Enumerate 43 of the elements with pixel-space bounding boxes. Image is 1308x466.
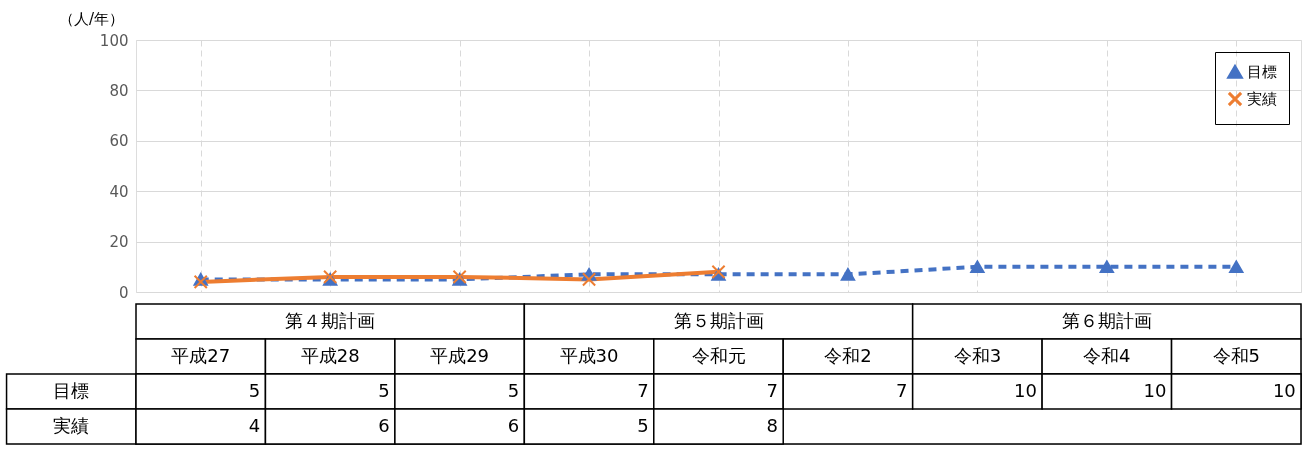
data-label: 5 (378, 379, 390, 401)
text: 目標 (53, 379, 90, 401)
text: 第４期計画 (285, 309, 376, 331)
text: 第６期計画 (1061, 309, 1152, 331)
x-tick-label: 令和5 (1212, 344, 1260, 366)
x-tick-label: 平成29 (430, 344, 490, 366)
data-label: 7 (766, 379, 779, 401)
x-tick-label: 平成27 (171, 344, 231, 366)
y-tick-label: 40 (109, 182, 129, 201)
y-tick-label: 80 (109, 81, 129, 100)
y-tick-label: 60 (109, 132, 129, 151)
y-tick-label: 0 (118, 283, 129, 302)
y-tick-label: 100 (99, 31, 129, 50)
x-tick-label: 令和4 (1083, 344, 1131, 366)
point (581, 272, 597, 287)
text: 実績 (53, 414, 90, 436)
point (970, 260, 985, 274)
point (1099, 260, 1114, 274)
x-tick-label: 平成28 (300, 344, 360, 366)
data-label: 6 (378, 414, 390, 436)
data-label: 5 (507, 379, 520, 401)
x-tick-label: 令和元 (691, 344, 746, 366)
y-axis-title: （人/年） (58, 9, 125, 28)
data-label: 7 (637, 379, 649, 401)
data-label: 7 (896, 379, 908, 401)
point (840, 268, 856, 281)
data-label: 4 (248, 414, 261, 436)
text: 第５期計画 (673, 309, 764, 331)
data-label: 10 (1014, 379, 1037, 401)
data-label: 8 (766, 414, 779, 436)
point (193, 274, 208, 290)
y-tick-label: 20 (109, 233, 129, 252)
data-label: 10 (1143, 379, 1167, 401)
data-label: 10 (1272, 379, 1296, 401)
data-label: 6 (507, 414, 520, 436)
legend-label: 目標 (1247, 63, 1277, 81)
x-tick-label: 平成30 (559, 344, 619, 366)
data-label: 5 (637, 414, 649, 436)
x-tick-label: 令和2 (824, 344, 872, 366)
data-label: 5 (248, 379, 261, 401)
legend-label: 実績 (1247, 90, 1277, 108)
point (1229, 260, 1244, 274)
x-tick-label: 令和3 (953, 344, 1002, 366)
